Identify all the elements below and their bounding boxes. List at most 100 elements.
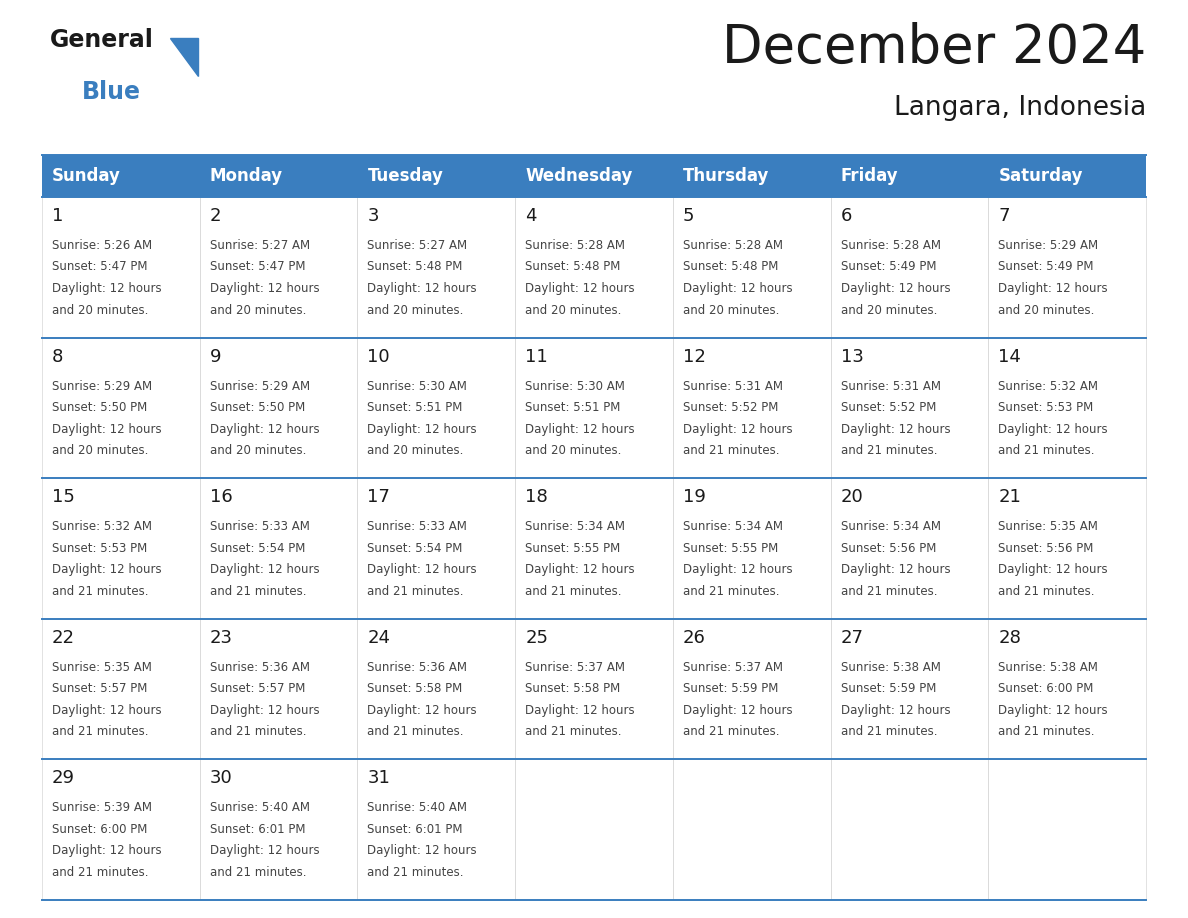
Text: Daylight: 12 hours: Daylight: 12 hours xyxy=(367,282,478,295)
Text: Sunset: 5:55 PM: Sunset: 5:55 PM xyxy=(525,542,620,554)
Text: Sunset: 5:50 PM: Sunset: 5:50 PM xyxy=(52,401,147,414)
Text: and 20 minutes.: and 20 minutes. xyxy=(52,444,148,457)
Text: Sunrise: 5:26 AM: Sunrise: 5:26 AM xyxy=(52,239,152,252)
Text: Sunset: 5:57 PM: Sunset: 5:57 PM xyxy=(52,682,147,695)
Text: Langara, Indonesia: Langara, Indonesia xyxy=(893,95,1146,121)
Text: Sunset: 5:50 PM: Sunset: 5:50 PM xyxy=(210,401,305,414)
Text: Daylight: 12 hours: Daylight: 12 hours xyxy=(683,704,792,717)
Text: and 21 minutes.: and 21 minutes. xyxy=(841,585,937,598)
Bar xyxy=(516,197,672,338)
Text: Thursday: Thursday xyxy=(683,167,770,185)
Text: and 21 minutes.: and 21 minutes. xyxy=(525,585,621,598)
Bar xyxy=(988,155,1146,197)
Text: Sunset: 5:58 PM: Sunset: 5:58 PM xyxy=(525,682,620,695)
Text: 4: 4 xyxy=(525,207,537,225)
Text: Sunrise: 5:37 AM: Sunrise: 5:37 AM xyxy=(683,661,783,674)
Text: Daylight: 12 hours: Daylight: 12 hours xyxy=(525,564,634,577)
Text: Sunrise: 5:32 AM: Sunrise: 5:32 AM xyxy=(998,380,1098,393)
Text: Sunset: 5:54 PM: Sunset: 5:54 PM xyxy=(367,542,463,554)
Text: 25: 25 xyxy=(525,629,548,647)
Text: 5: 5 xyxy=(683,207,694,225)
Text: Sunset: 5:49 PM: Sunset: 5:49 PM xyxy=(998,261,1094,274)
Bar xyxy=(672,478,830,619)
Text: and 20 minutes.: and 20 minutes. xyxy=(998,304,1094,317)
Text: Daylight: 12 hours: Daylight: 12 hours xyxy=(841,422,950,436)
Text: Sunrise: 5:36 AM: Sunrise: 5:36 AM xyxy=(367,661,467,674)
Text: Sunset: 5:51 PM: Sunset: 5:51 PM xyxy=(367,401,463,414)
Bar xyxy=(42,338,200,478)
Text: 2: 2 xyxy=(210,207,221,225)
Text: Sunrise: 5:35 AM: Sunrise: 5:35 AM xyxy=(52,661,152,674)
Text: and 21 minutes.: and 21 minutes. xyxy=(367,725,465,738)
Text: Sunset: 5:52 PM: Sunset: 5:52 PM xyxy=(683,401,778,414)
Text: 21: 21 xyxy=(998,488,1022,506)
Text: and 21 minutes.: and 21 minutes. xyxy=(841,725,937,738)
Bar xyxy=(988,759,1146,900)
Text: Sunset: 6:00 PM: Sunset: 6:00 PM xyxy=(52,823,147,836)
Bar xyxy=(988,619,1146,759)
Text: and 20 minutes.: and 20 minutes. xyxy=(525,304,621,317)
Text: Sunset: 5:54 PM: Sunset: 5:54 PM xyxy=(210,542,305,554)
Text: and 21 minutes.: and 21 minutes. xyxy=(367,585,465,598)
Text: and 21 minutes.: and 21 minutes. xyxy=(52,725,148,738)
Text: 6: 6 xyxy=(841,207,852,225)
Bar xyxy=(516,338,672,478)
Text: Sunset: 5:48 PM: Sunset: 5:48 PM xyxy=(367,261,463,274)
Text: Daylight: 12 hours: Daylight: 12 hours xyxy=(52,845,162,857)
Text: and 20 minutes.: and 20 minutes. xyxy=(525,444,621,457)
Text: and 21 minutes.: and 21 minutes. xyxy=(525,725,621,738)
Text: and 21 minutes.: and 21 minutes. xyxy=(210,866,307,879)
Text: Sunrise: 5:34 AM: Sunrise: 5:34 AM xyxy=(525,521,625,533)
Text: and 21 minutes.: and 21 minutes. xyxy=(998,444,1095,457)
Bar xyxy=(672,619,830,759)
Text: Sunrise: 5:31 AM: Sunrise: 5:31 AM xyxy=(683,380,783,393)
Bar xyxy=(830,197,988,338)
Text: Sunrise: 5:35 AM: Sunrise: 5:35 AM xyxy=(998,521,1098,533)
Text: and 21 minutes.: and 21 minutes. xyxy=(683,725,779,738)
Bar xyxy=(358,338,516,478)
Text: Sunrise: 5:40 AM: Sunrise: 5:40 AM xyxy=(210,801,310,814)
Bar xyxy=(358,619,516,759)
Text: Sunday: Sunday xyxy=(52,167,121,185)
Text: Sunrise: 5:39 AM: Sunrise: 5:39 AM xyxy=(52,801,152,814)
Text: 9: 9 xyxy=(210,348,221,365)
Bar xyxy=(988,338,1146,478)
Bar xyxy=(42,478,200,619)
Text: 11: 11 xyxy=(525,348,548,365)
Text: Daylight: 12 hours: Daylight: 12 hours xyxy=(683,282,792,295)
Text: 13: 13 xyxy=(841,348,864,365)
Text: 19: 19 xyxy=(683,488,706,506)
Text: Sunrise: 5:36 AM: Sunrise: 5:36 AM xyxy=(210,661,310,674)
Text: Daylight: 12 hours: Daylight: 12 hours xyxy=(525,704,634,717)
Bar xyxy=(42,619,200,759)
Text: Daylight: 12 hours: Daylight: 12 hours xyxy=(367,422,478,436)
Text: Sunset: 5:57 PM: Sunset: 5:57 PM xyxy=(210,682,305,695)
Bar xyxy=(830,619,988,759)
Text: Sunrise: 5:38 AM: Sunrise: 5:38 AM xyxy=(841,661,941,674)
Text: and 21 minutes.: and 21 minutes. xyxy=(210,585,307,598)
Text: Daylight: 12 hours: Daylight: 12 hours xyxy=(52,282,162,295)
Polygon shape xyxy=(170,38,198,76)
Text: and 21 minutes.: and 21 minutes. xyxy=(367,866,465,879)
Text: Wednesday: Wednesday xyxy=(525,167,632,185)
Text: 17: 17 xyxy=(367,488,391,506)
Text: Sunset: 6:00 PM: Sunset: 6:00 PM xyxy=(998,682,1094,695)
Bar xyxy=(200,338,358,478)
Text: Daylight: 12 hours: Daylight: 12 hours xyxy=(841,564,950,577)
Text: Sunrise: 5:34 AM: Sunrise: 5:34 AM xyxy=(841,521,941,533)
Text: Sunrise: 5:30 AM: Sunrise: 5:30 AM xyxy=(367,380,467,393)
Text: Daylight: 12 hours: Daylight: 12 hours xyxy=(683,422,792,436)
Text: Sunset: 5:47 PM: Sunset: 5:47 PM xyxy=(210,261,305,274)
Text: Daylight: 12 hours: Daylight: 12 hours xyxy=(841,704,950,717)
Bar xyxy=(988,197,1146,338)
Text: and 20 minutes.: and 20 minutes. xyxy=(210,304,307,317)
Bar xyxy=(200,478,358,619)
Bar xyxy=(358,478,516,619)
Text: Sunset: 5:53 PM: Sunset: 5:53 PM xyxy=(998,401,1093,414)
Bar xyxy=(830,759,988,900)
Text: Blue: Blue xyxy=(82,80,141,104)
Text: Sunrise: 5:28 AM: Sunrise: 5:28 AM xyxy=(841,239,941,252)
Text: Daylight: 12 hours: Daylight: 12 hours xyxy=(367,564,478,577)
Bar xyxy=(516,155,672,197)
Text: 20: 20 xyxy=(841,488,864,506)
